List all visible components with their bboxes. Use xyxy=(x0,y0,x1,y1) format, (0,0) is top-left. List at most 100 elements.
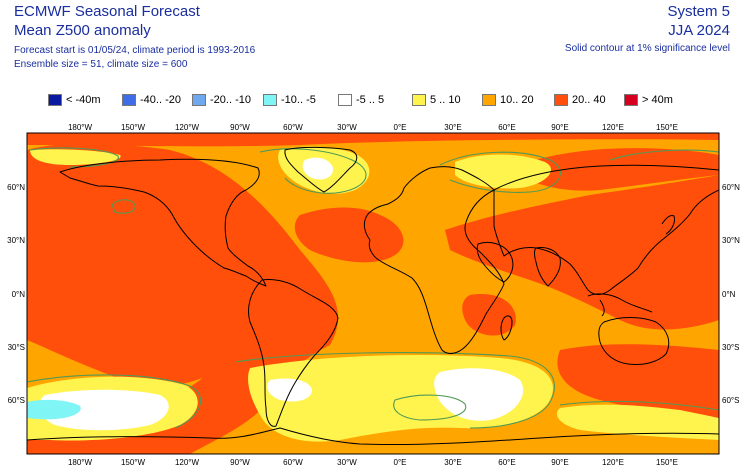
map-frame xyxy=(26,132,720,455)
field-neutral-southocean xyxy=(434,368,524,421)
coast-asia xyxy=(493,164,719,295)
field-strong-south xyxy=(557,344,719,420)
lon-label: 0°E xyxy=(394,123,407,132)
contour-greenland xyxy=(259,148,367,194)
field-strong-indian xyxy=(462,294,516,336)
lat-label: 60°S xyxy=(722,396,739,405)
forecast-info: Forecast start is 01/05/24, climate peri… xyxy=(14,45,256,56)
field-weak-siberia xyxy=(455,154,551,189)
field-negative-spacific xyxy=(27,399,81,420)
coast-north-america xyxy=(59,158,267,287)
contour-pacific-small xyxy=(111,199,136,214)
contour-southocean xyxy=(234,352,555,429)
significance-note: Solid contour at 1% significance level xyxy=(564,43,730,54)
legend-swatch xyxy=(412,94,426,106)
lon-label: 120°W xyxy=(175,458,200,467)
legend-item: -40.. -20 xyxy=(122,94,181,106)
lon-label: 30°W xyxy=(337,123,357,132)
lon-label: 30°E xyxy=(444,123,461,132)
coast-europe-africa xyxy=(363,166,505,354)
map-subtitle: Mean Z500 anomaly xyxy=(14,22,151,39)
legend-label: -5 .. 5 xyxy=(356,94,385,106)
lon-label: 60°E xyxy=(498,123,515,132)
legend-item: 10.. 20 xyxy=(482,94,534,106)
significance-contours xyxy=(27,147,719,429)
system-label: System 5 xyxy=(667,3,730,20)
lon-label: 90°E xyxy=(551,458,568,467)
legend-swatch xyxy=(122,94,136,106)
legend-label: -40.. -20 xyxy=(140,94,181,106)
coast-japan xyxy=(661,215,675,235)
lat-label: 30°S xyxy=(8,343,25,352)
legend-swatch xyxy=(554,94,568,106)
lon-label: 60°W xyxy=(283,458,303,467)
legend-item: -10.. -5 xyxy=(263,94,316,106)
lat-label: 30°N xyxy=(7,236,25,245)
legend-label: < -40m xyxy=(66,94,101,106)
coast-antarctica xyxy=(27,427,719,446)
contour-south-loop xyxy=(393,394,467,421)
field-weak-antarctic xyxy=(556,404,719,440)
legend-swatch xyxy=(624,94,638,106)
coastlines xyxy=(27,146,719,446)
lon-labels-bottom: 180°W 150°W 120°W 90°W 60°W 30°W 0°E 30°… xyxy=(68,458,678,467)
field-strong-natlantic xyxy=(294,207,404,263)
lon-label: 0°E xyxy=(394,458,407,467)
legend-label: > 40m xyxy=(642,94,673,106)
lon-label: 90°W xyxy=(230,458,250,467)
field-weak-npacific xyxy=(30,149,121,165)
lon-label: 120°E xyxy=(602,458,624,467)
lon-label: 150°E xyxy=(656,123,678,132)
lat-label: 60°N xyxy=(722,183,740,192)
legend-label: 20.. 40 xyxy=(572,94,606,106)
legend-item: -5 .. 5 xyxy=(338,94,384,106)
lat-label: 60°S xyxy=(8,396,25,405)
legend-label: -20.. -10 xyxy=(210,94,251,106)
lat-labels-left: 60°N 30°N 0°N 30°S 60°S xyxy=(7,183,25,405)
contour-npacific xyxy=(29,147,119,168)
field-strong-tropics xyxy=(27,200,225,386)
lat-label: 0°N xyxy=(722,290,736,299)
anomaly-map: 180°W 150°W 120°W 90°W 60°W 30°W 0°E 30°… xyxy=(7,123,740,467)
period-label: JJA 2024 xyxy=(668,22,730,39)
legend-label: -10.. -5 xyxy=(281,94,316,106)
legend-swatch xyxy=(263,94,277,106)
map-title: ECMWF Seasonal Forecast xyxy=(14,3,200,20)
lon-label: 60°W xyxy=(283,123,303,132)
legend-item: 5 .. 10 xyxy=(412,94,461,106)
lat-label: 30°S xyxy=(722,343,739,352)
coast-south-america xyxy=(248,279,339,427)
legend-swatch xyxy=(482,94,496,106)
lon-label: 180°W xyxy=(68,458,93,467)
lon-label: 120°W xyxy=(175,123,200,132)
legend-swatch xyxy=(48,94,62,106)
coast-arabia xyxy=(476,241,514,283)
contour-antarctic xyxy=(559,400,719,411)
coast-madagascar xyxy=(500,315,513,341)
lon-label: 180°W xyxy=(68,123,93,132)
field-neutral-greenland xyxy=(302,157,334,180)
anomaly-fields xyxy=(27,133,719,454)
lon-labels-top: 180°W 150°W 120°W 90°W 60°W 30°W 0°E 30°… xyxy=(68,123,678,132)
field-neutral-spacific xyxy=(39,389,169,431)
lon-label: 150°W xyxy=(121,458,146,467)
lat-labels-right: 60°N 30°N 0°N 30°S 60°S xyxy=(722,183,740,405)
contour-siberia xyxy=(439,151,561,193)
lat-label: 0°N xyxy=(12,290,26,299)
lat-label: 30°N xyxy=(722,236,740,245)
lon-label: 60°E xyxy=(498,458,515,467)
coast-greenland xyxy=(284,146,358,193)
coast-australia xyxy=(598,317,670,365)
lon-label: 30°W xyxy=(337,458,357,467)
lon-label: 150°W xyxy=(121,123,146,132)
field-neutral-south xyxy=(267,378,312,402)
legend-item: < -40m xyxy=(48,94,101,106)
lon-label: 30°E xyxy=(444,458,461,467)
ensemble-info: Ensemble size = 51, climate size = 600 xyxy=(14,59,188,70)
lon-label: 90°E xyxy=(551,123,568,132)
lat-label: 60°N xyxy=(7,183,25,192)
lon-label: 150°E xyxy=(656,458,678,467)
lon-label: 90°W xyxy=(230,123,250,132)
legend-item: 20.. 40 xyxy=(554,94,606,106)
field-strong-asia xyxy=(445,175,719,330)
